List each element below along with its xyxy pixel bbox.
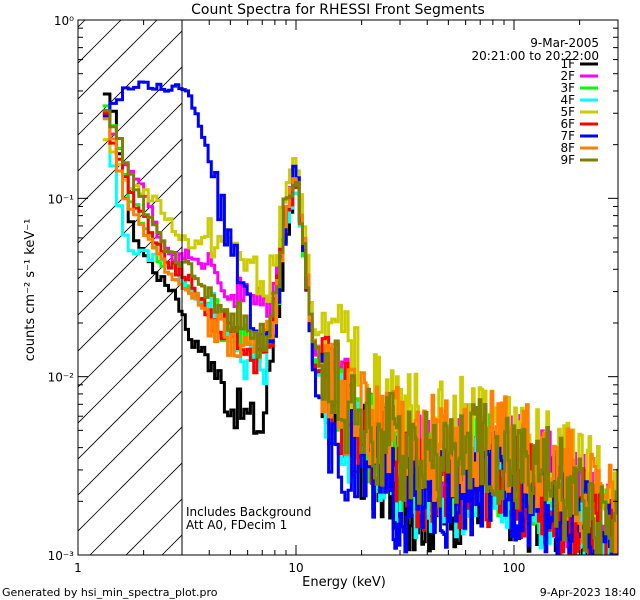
x-tick-label: 1 bbox=[74, 561, 82, 575]
series-layer bbox=[102, 80, 618, 555]
x-tick-label: 100 bbox=[503, 561, 526, 575]
legend-label-8F: 8F bbox=[560, 141, 575, 155]
date-label: 9-Mar-2005 bbox=[530, 36, 599, 50]
legend-label-3F: 3F bbox=[560, 81, 575, 95]
hatch-line bbox=[78, 174, 183, 280]
note-attenuator: Att A0, FDecim 1 bbox=[186, 518, 287, 532]
y-axis-label: counts cm⁻² s⁻¹ keV⁻¹ bbox=[23, 219, 38, 362]
plot-frame bbox=[77, 19, 619, 556]
note-background: Includes Background bbox=[186, 505, 311, 519]
axes: 1 10 100 10⁻³ 10⁻² 10⁻¹ 10⁰ bbox=[48, 14, 619, 575]
hatch-line bbox=[78, 390, 183, 496]
x-tick-label: 10 bbox=[288, 561, 303, 575]
y-tick-label: 10⁻³ bbox=[48, 549, 75, 563]
legend-label-6F: 6F bbox=[560, 117, 575, 131]
series-line-9F bbox=[102, 109, 618, 555]
series-line-6F bbox=[102, 112, 618, 555]
legend-label-5F: 5F bbox=[560, 105, 575, 119]
hatch-line bbox=[78, 20, 158, 100]
chart-title: Count Spectra for RHESSI Front Segments bbox=[191, 2, 485, 18]
hatch-line bbox=[0, 0, 78, 555]
hatch-line bbox=[78, 20, 122, 64]
legend-label-2F: 2F bbox=[560, 69, 575, 83]
footer-timestamp: 9-Apr-2023 18:40 bbox=[540, 586, 636, 599]
time-range-label: 20:21:00 to 20:22:00 bbox=[472, 49, 599, 63]
legend-label-4F: 4F bbox=[560, 93, 575, 107]
footer-generator: Generated by hsi_min_spectra_plot.pro bbox=[2, 586, 218, 599]
legend-label-7F: 7F bbox=[560, 129, 575, 143]
y-tick-label: 10⁰ bbox=[54, 14, 74, 28]
hatch-line bbox=[78, 30, 183, 136]
hatch-line bbox=[78, 426, 183, 532]
hatch-line bbox=[0, 0, 114, 555]
y-tick-label: 10⁻² bbox=[48, 371, 75, 385]
legend-label-1F: 1F bbox=[560, 57, 575, 71]
x-axis-label: Energy (keV) bbox=[302, 575, 386, 590]
hatch-line bbox=[78, 354, 183, 460]
y-tick-label: 10⁻¹ bbox=[48, 192, 75, 206]
legend-label-9F: 9F bbox=[560, 153, 575, 167]
